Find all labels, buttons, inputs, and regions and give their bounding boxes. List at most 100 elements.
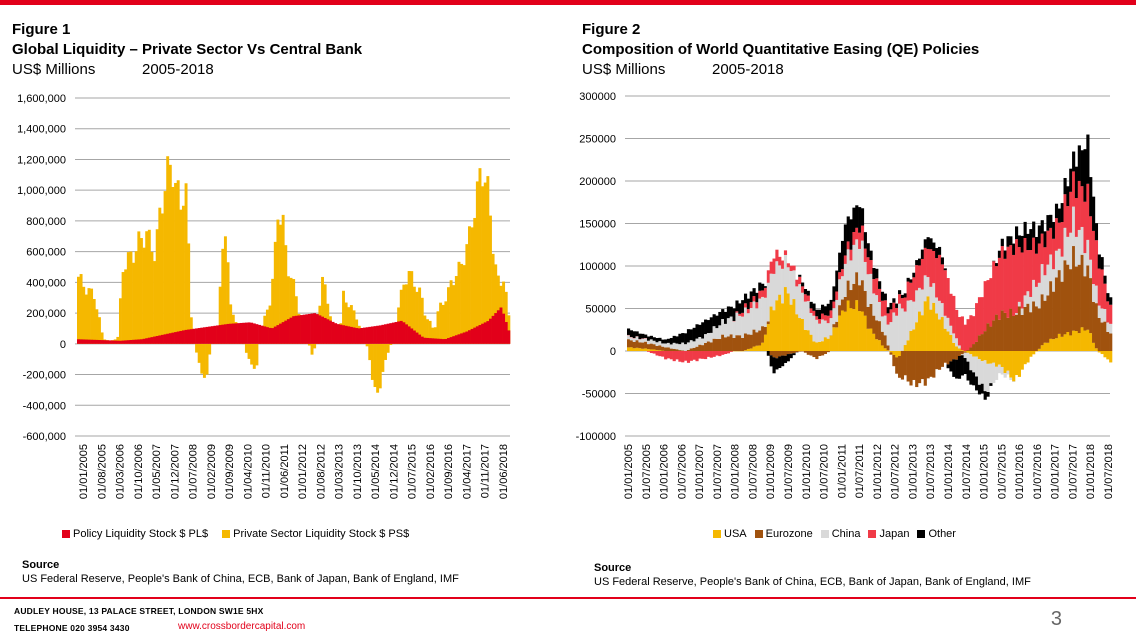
bar-china <box>858 248 862 286</box>
bar-policy <box>195 328 199 344</box>
bar-policy <box>405 324 408 344</box>
bar-other <box>724 311 728 324</box>
bar-usa <box>986 351 990 364</box>
bar-policy <box>231 323 235 344</box>
bar-other <box>1072 151 1076 172</box>
bar-eurozone <box>641 342 645 349</box>
bar-china <box>1094 285 1099 304</box>
bar-eurozone <box>672 348 676 351</box>
bar-eurozone <box>969 347 973 351</box>
bar-policy <box>271 328 275 344</box>
bar-china <box>783 254 788 288</box>
bar-japan <box>975 303 979 342</box>
bar-other <box>789 353 793 359</box>
bar-other <box>695 324 699 339</box>
bar-china <box>672 342 676 349</box>
bar-policy <box>100 340 104 344</box>
bar-usa <box>843 311 847 351</box>
bar-other <box>792 353 796 356</box>
bar-japan <box>852 231 856 245</box>
bar-policy <box>286 319 290 344</box>
bar-policy <box>268 327 272 344</box>
bar-eurozone <box>772 351 776 358</box>
bar-china <box>652 340 656 345</box>
bar-other <box>880 291 885 301</box>
bar-japan <box>903 297 907 312</box>
bar-private <box>420 297 424 344</box>
bar-policy <box>376 325 380 344</box>
bar-eurozone <box>926 351 930 379</box>
top-accent-bar <box>0 0 1136 5</box>
bar-usa <box>743 350 748 351</box>
bar-policy <box>218 325 222 344</box>
bar-policy <box>242 322 246 344</box>
figure1-chart: -600,000 -400,000 -200,000 0 200,000 400,000 6… <box>17 93 511 499</box>
bar-japan <box>1083 201 1087 254</box>
bar-japan <box>1063 194 1067 228</box>
legend-label-usa: USA <box>724 528 747 540</box>
bar-private <box>428 320 432 344</box>
footer-website-link[interactable]: www.crossbordercapital.com <box>178 621 306 632</box>
bar-china <box>997 364 1002 374</box>
bar-japan <box>1040 233 1044 265</box>
bar-other <box>766 351 770 356</box>
bar-eurozone <box>952 351 956 360</box>
bar-private <box>160 213 164 344</box>
bar-china <box>946 317 950 332</box>
bar-china <box>1003 373 1007 378</box>
bar-other <box>1054 203 1059 219</box>
bar-policy <box>465 331 469 344</box>
bar-other <box>977 384 982 395</box>
bar-policy <box>389 323 393 344</box>
bar-china <box>1054 250 1059 278</box>
bar-eurozone <box>966 350 970 351</box>
bar-eurozone <box>875 320 879 340</box>
bar-eurozone <box>860 280 865 312</box>
legend-item-japan: Japan <box>868 528 909 540</box>
bar-policy <box>77 339 80 344</box>
bar-china <box>906 300 910 341</box>
bar-other <box>635 331 639 337</box>
bar-policy <box>449 337 453 344</box>
bar-other <box>778 356 782 369</box>
bar-policy <box>483 322 487 344</box>
bar-private <box>441 304 445 344</box>
bar-private <box>465 244 469 344</box>
bar-policy <box>344 325 348 344</box>
bar-eurozone <box>803 351 808 353</box>
bar-private <box>202 343 206 378</box>
bar-eurozone <box>664 347 668 351</box>
bar-japan <box>957 317 962 346</box>
bar-japan <box>778 256 782 266</box>
x-tick-label: 01/01/2017 <box>1050 444 1062 499</box>
bar-japan <box>761 290 765 297</box>
y-tick-label: 0 <box>610 346 616 358</box>
bar-japan <box>803 294 808 302</box>
bar-private <box>242 343 246 345</box>
bar-eurozone <box>940 351 944 367</box>
bar-japan <box>983 281 987 332</box>
bar-policy <box>502 313 506 344</box>
bar-usa <box>758 345 762 351</box>
bar-china <box>746 313 750 335</box>
bar-usa <box>860 311 865 351</box>
bar-private <box>252 343 256 369</box>
bar-private <box>504 291 508 344</box>
bar-china <box>692 341 696 348</box>
bar-japan <box>943 270 947 316</box>
bar-eurozone <box>746 334 750 349</box>
bar-other <box>732 308 736 322</box>
bar-private <box>176 180 180 344</box>
bar-china <box>761 296 765 327</box>
bar-china <box>752 301 756 330</box>
bar-other <box>840 240 845 270</box>
bar-usa <box>935 313 939 351</box>
bar-china <box>1063 227 1067 261</box>
bar-policy <box>210 326 214 344</box>
bar-usa <box>1106 351 1110 360</box>
x-tick-label: 01/01/2013 <box>907 444 919 499</box>
bar-policy <box>200 327 204 344</box>
bar-china <box>1092 284 1096 302</box>
bar-eurozone <box>692 347 696 351</box>
bar-usa <box>883 348 887 351</box>
